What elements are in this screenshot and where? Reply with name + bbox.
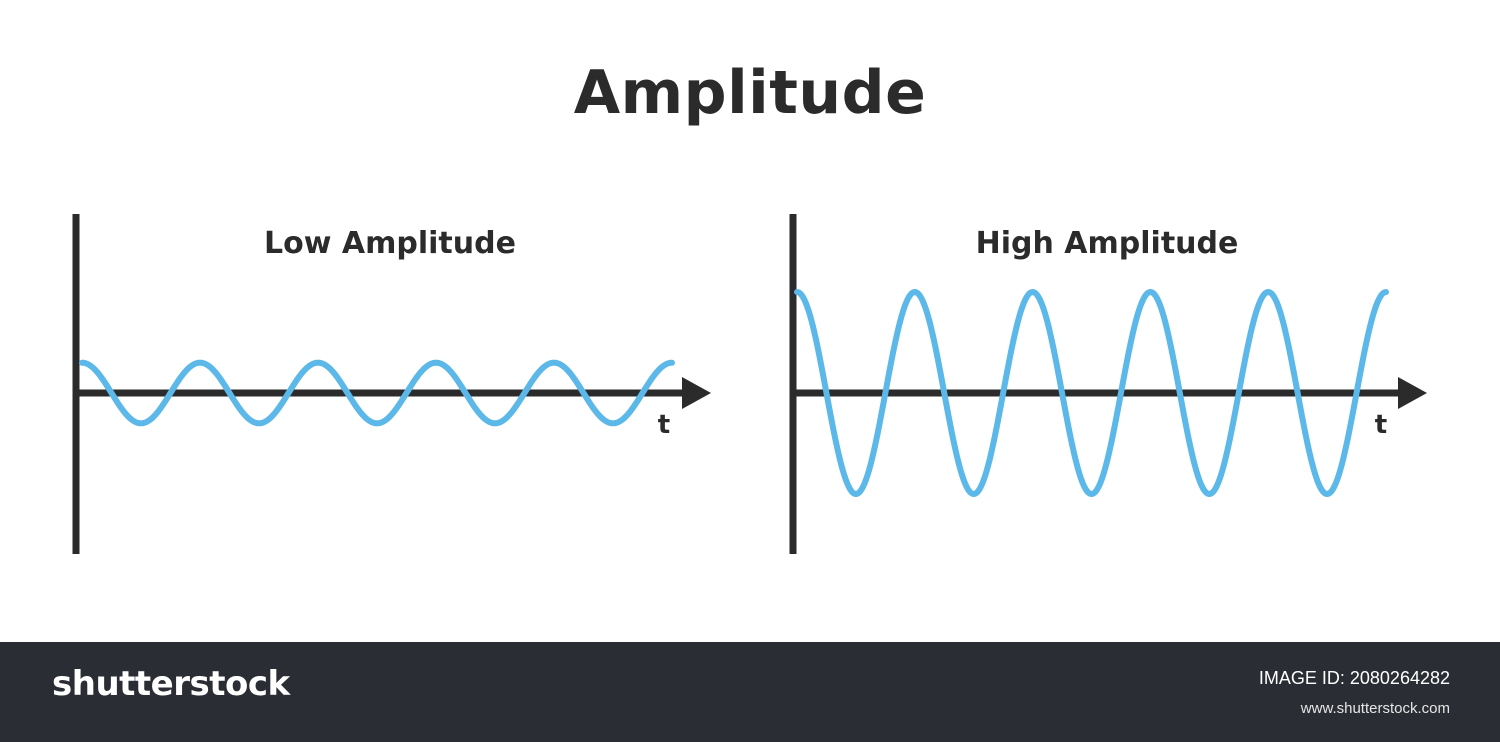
high-amplitude-wave (794, 288, 1389, 498)
high-amplitude-panel: High Amplitude t (789, 214, 1427, 554)
low-amplitude-arrow-icon (682, 377, 711, 409)
site-url: www.shutterstock.com (1300, 700, 1450, 717)
diagram-title: Amplitude (573, 58, 927, 128)
high-amplitude-arrow-icon (1398, 377, 1427, 409)
brand-logo: shutterstock (52, 664, 290, 704)
amplitude-diagram: Low Amplitude t High Amplitude t (72, 214, 1427, 554)
low-amplitude-panel: Low Amplitude t (72, 214, 711, 554)
high-amplitude-t-label: t (1375, 410, 1387, 440)
footer-bar: shutterstock IMAGE ID: 2080264282 www.sh… (0, 642, 1500, 742)
low-amplitude-wave (79, 359, 675, 427)
image-id-label: IMAGE ID: 2080264282 (1258, 668, 1450, 688)
high-amplitude-title: High Amplitude (976, 226, 1239, 261)
low-amplitude-title: Low Amplitude (264, 226, 516, 261)
low-amplitude-t-label: t (658, 410, 670, 440)
